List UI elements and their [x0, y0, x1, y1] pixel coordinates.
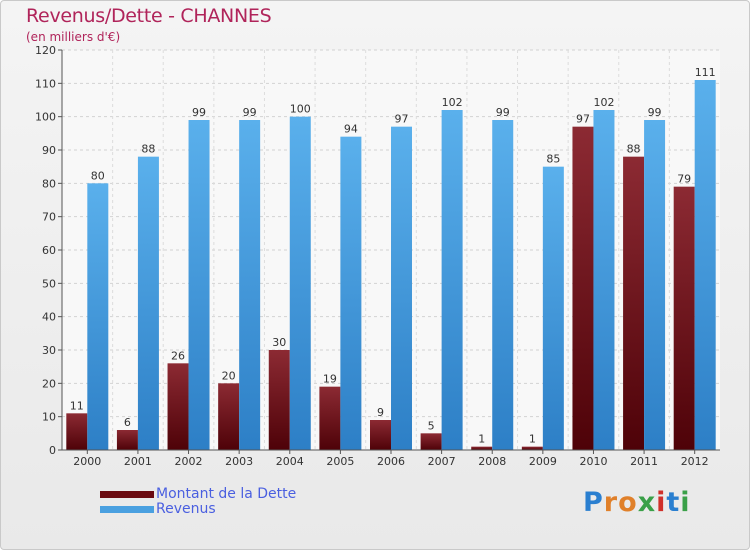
bar-dette	[218, 383, 240, 450]
data-label-dette: 9	[377, 406, 384, 419]
bar-dette	[572, 126, 594, 451]
x-tick-label: 2009	[529, 455, 557, 468]
y-tick-label: 50	[42, 277, 56, 290]
y-tick-label: 10	[42, 411, 56, 424]
data-label-revenus: 85	[546, 153, 560, 166]
data-label-revenus: 80	[91, 169, 105, 182]
y-tick-label: 80	[42, 177, 56, 190]
data-label-dette: 20	[222, 369, 236, 382]
data-label-revenus: 97	[395, 113, 409, 126]
legend-label-revenus: Revenus	[156, 501, 216, 517]
bar-revenus	[87, 183, 109, 451]
y-tick-label: 20	[42, 377, 56, 390]
logo-letter: i	[680, 487, 691, 518]
logo-letter: x	[637, 487, 657, 518]
bar-revenus	[542, 166, 564, 450]
logo-letter: o	[618, 487, 638, 518]
y-tick-label: 30	[42, 344, 56, 357]
x-tick-label: 2010	[579, 455, 607, 468]
data-label-dette: 5	[428, 419, 435, 432]
data-label-revenus: 99	[496, 106, 510, 119]
y-tick-label: 70	[42, 211, 56, 224]
bar-dette	[521, 446, 543, 450]
data-label-dette: 79	[677, 173, 691, 186]
data-label-revenus: 99	[243, 106, 257, 119]
data-label-dette: 88	[627, 143, 641, 156]
data-label-revenus: 99	[192, 106, 206, 119]
x-tick-label: 2003	[225, 455, 253, 468]
bar-dette	[167, 363, 189, 450]
bar-dette	[116, 430, 138, 450]
legend-swatch-dette	[100, 491, 154, 498]
y-tick-label: 0	[49, 444, 56, 457]
x-tick-label: 2001	[124, 455, 152, 468]
data-label-dette: 6	[124, 416, 131, 429]
data-label-revenus: 94	[344, 123, 358, 136]
data-label-dette: 19	[323, 373, 337, 386]
data-label-dette: 30	[272, 336, 286, 349]
x-tick-label: 2000	[73, 455, 101, 468]
chart-title: Revenus/Dette - CHANNES	[26, 5, 272, 27]
data-label-dette: 1	[529, 433, 536, 446]
x-tick-label: 2002	[175, 455, 203, 468]
y-tick-label: 120	[35, 44, 56, 57]
bar-revenus	[391, 126, 412, 451]
y-tick-label: 90	[42, 144, 56, 157]
bar-dette	[66, 413, 88, 450]
bar-dette	[370, 420, 391, 450]
logo-letter: i	[656, 487, 667, 518]
data-label-dette: 26	[171, 349, 185, 362]
y-tick-label: 60	[42, 244, 56, 257]
y-tick-label: 100	[35, 111, 56, 124]
bar-dette	[420, 433, 442, 450]
legend-swatch-revenus	[100, 506, 154, 513]
data-label-revenus: 100	[290, 103, 311, 116]
data-label-revenus: 99	[648, 106, 662, 119]
y-tick-label: 40	[42, 311, 56, 324]
bar-dette	[623, 156, 645, 450]
bar-revenus	[289, 116, 311, 451]
data-label-revenus: 111	[695, 66, 716, 79]
bar-revenus	[492, 120, 514, 450]
data-label-revenus: 88	[141, 143, 155, 156]
data-label-dette: 11	[70, 399, 84, 412]
logo-letter: r	[603, 487, 619, 518]
bar-revenus	[340, 136, 362, 450]
x-tick-label: 2011	[630, 455, 658, 468]
bar-revenus	[137, 156, 159, 450]
bar-revenus	[441, 110, 463, 450]
chart-subtitle: (en milliers d'€)	[26, 30, 121, 44]
bar-revenus	[694, 80, 716, 450]
logo-letter: P	[583, 487, 604, 518]
x-tick-label: 2012	[681, 455, 709, 468]
logo-letter: t	[666, 487, 681, 518]
y-tick-label: 110	[35, 77, 56, 90]
legend-label-dette: Montant de la Dette	[156, 486, 297, 502]
x-tick-label: 2007	[428, 455, 456, 468]
x-tick-label: 2005	[326, 455, 354, 468]
bar-dette	[471, 446, 493, 450]
proxiti-logo: Proxiti	[583, 487, 691, 518]
data-label-dette: 1	[478, 433, 485, 446]
x-tick-label: 2004	[276, 455, 304, 468]
data-label-revenus: 102	[593, 96, 614, 109]
bar-dette	[673, 186, 695, 450]
bar-revenus	[644, 120, 666, 450]
bar-dette	[268, 350, 290, 450]
x-tick-label: 2008	[478, 455, 506, 468]
x-tick-label: 2006	[377, 455, 405, 468]
bar-revenus	[239, 120, 261, 450]
data-label-revenus: 102	[442, 96, 463, 109]
bar-dette	[319, 386, 341, 450]
data-label-dette: 97	[576, 113, 590, 126]
bar-revenus	[188, 120, 210, 450]
bar-revenus	[593, 110, 615, 450]
